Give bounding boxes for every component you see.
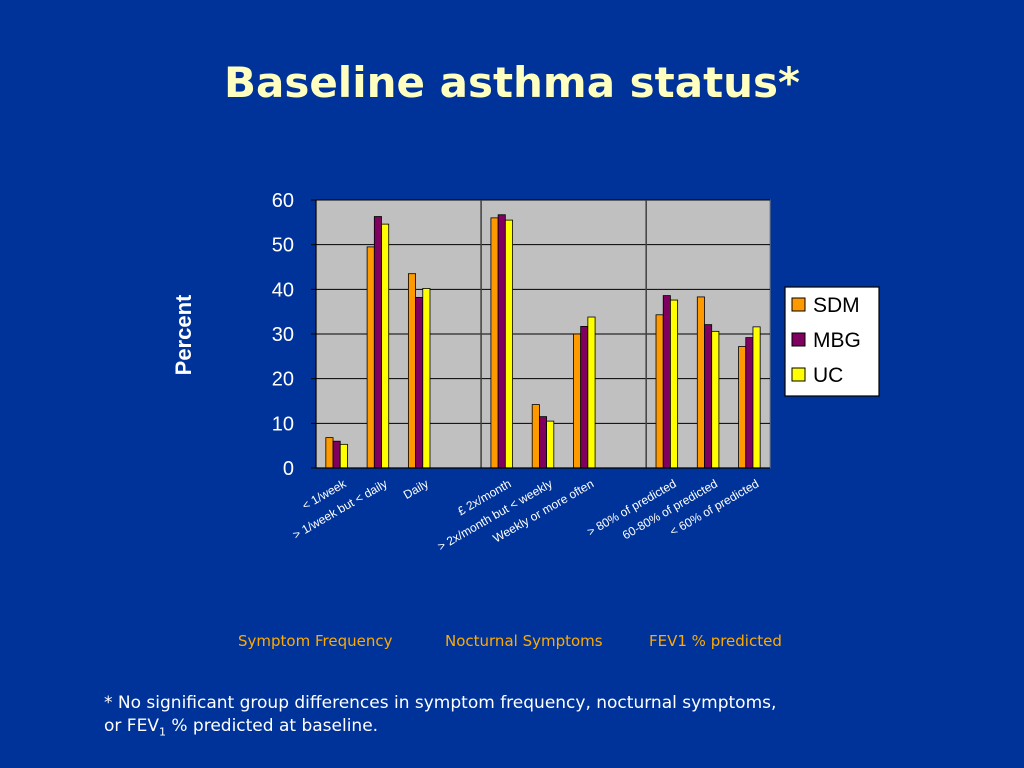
bar-uc xyxy=(381,223,390,469)
legend: SDM MBG UC xyxy=(784,286,880,397)
y-tick-label: 30 xyxy=(272,324,294,346)
bar-mbg xyxy=(497,214,506,469)
bar-mbg xyxy=(580,326,589,469)
y-tick-label: 50 xyxy=(272,235,294,257)
footnote: * No significant group differences in sy… xyxy=(104,692,944,743)
footnote-line-2: or FEV1 % predicted at baseline. xyxy=(104,715,944,743)
bar-sdm xyxy=(573,333,582,469)
bar-mbg xyxy=(373,216,382,469)
bar-uc xyxy=(670,299,679,469)
footnote-line-2-suffix: % predicted at baseline. xyxy=(165,716,379,736)
bar-sdm xyxy=(366,246,375,469)
x-tick-label: Daily xyxy=(401,476,431,501)
bar-uc xyxy=(504,219,513,469)
footnote-subscript: 1 xyxy=(158,725,166,739)
group-label-symptom-frequency: Symptom Frequency xyxy=(238,632,393,650)
y-tick-label: 10 xyxy=(272,413,294,435)
bar-uc xyxy=(711,330,720,469)
bar-mbg xyxy=(662,295,671,469)
bar-uc xyxy=(422,288,431,469)
bar-mbg xyxy=(415,296,424,469)
bar-sdm xyxy=(490,217,499,469)
x-axis-labels: < 1/week> 1/week but < daily Daily £ 2x/mo… xyxy=(290,476,761,554)
bar-mbg xyxy=(745,337,754,469)
bar-uc xyxy=(546,420,555,469)
bar-mbg xyxy=(332,440,341,469)
group-label-nocturnal-symptoms: Nocturnal Symptoms xyxy=(445,632,603,650)
legend-label-mbg: MBG xyxy=(813,329,861,352)
y-tick-label: 40 xyxy=(272,279,294,301)
y-tick-label: 20 xyxy=(272,369,294,391)
x-tick-label-wrap: Daily xyxy=(401,476,431,501)
bar-uc xyxy=(339,443,348,469)
bar-mbg xyxy=(539,416,548,469)
slide-title: Baseline asthma status* xyxy=(223,58,801,107)
legend-swatch-sdm xyxy=(791,297,806,312)
bar-series-group xyxy=(325,214,761,469)
y-tick-label: 60 xyxy=(272,190,294,212)
bar-uc xyxy=(752,326,761,469)
footnote-line-1: * No significant group differences in sy… xyxy=(104,693,777,713)
legend-swatch-uc xyxy=(791,367,806,382)
group-label-fev1-predicted: FEV1 % predicted xyxy=(649,632,782,650)
legend-label-uc: UC xyxy=(813,364,843,387)
legend-label-sdm: SDM xyxy=(813,294,860,317)
bar-sdm xyxy=(531,404,540,469)
bar-sdm xyxy=(325,437,334,469)
legend-swatch-mbg xyxy=(791,332,806,347)
bar-mbg xyxy=(704,324,713,469)
y-tick-label: 0 xyxy=(283,458,294,480)
bar-sdm xyxy=(696,296,705,469)
y-axis: 0 10 20 30 40 50 60 xyxy=(272,190,770,480)
footnote-line-2-prefix: or FEV xyxy=(104,716,159,736)
bar-uc xyxy=(587,316,596,469)
y-axis-title: Percent xyxy=(171,294,196,375)
bar-sdm xyxy=(407,273,416,469)
bar-sdm xyxy=(655,314,664,469)
bar-sdm xyxy=(738,346,747,469)
plot-area xyxy=(315,199,771,469)
